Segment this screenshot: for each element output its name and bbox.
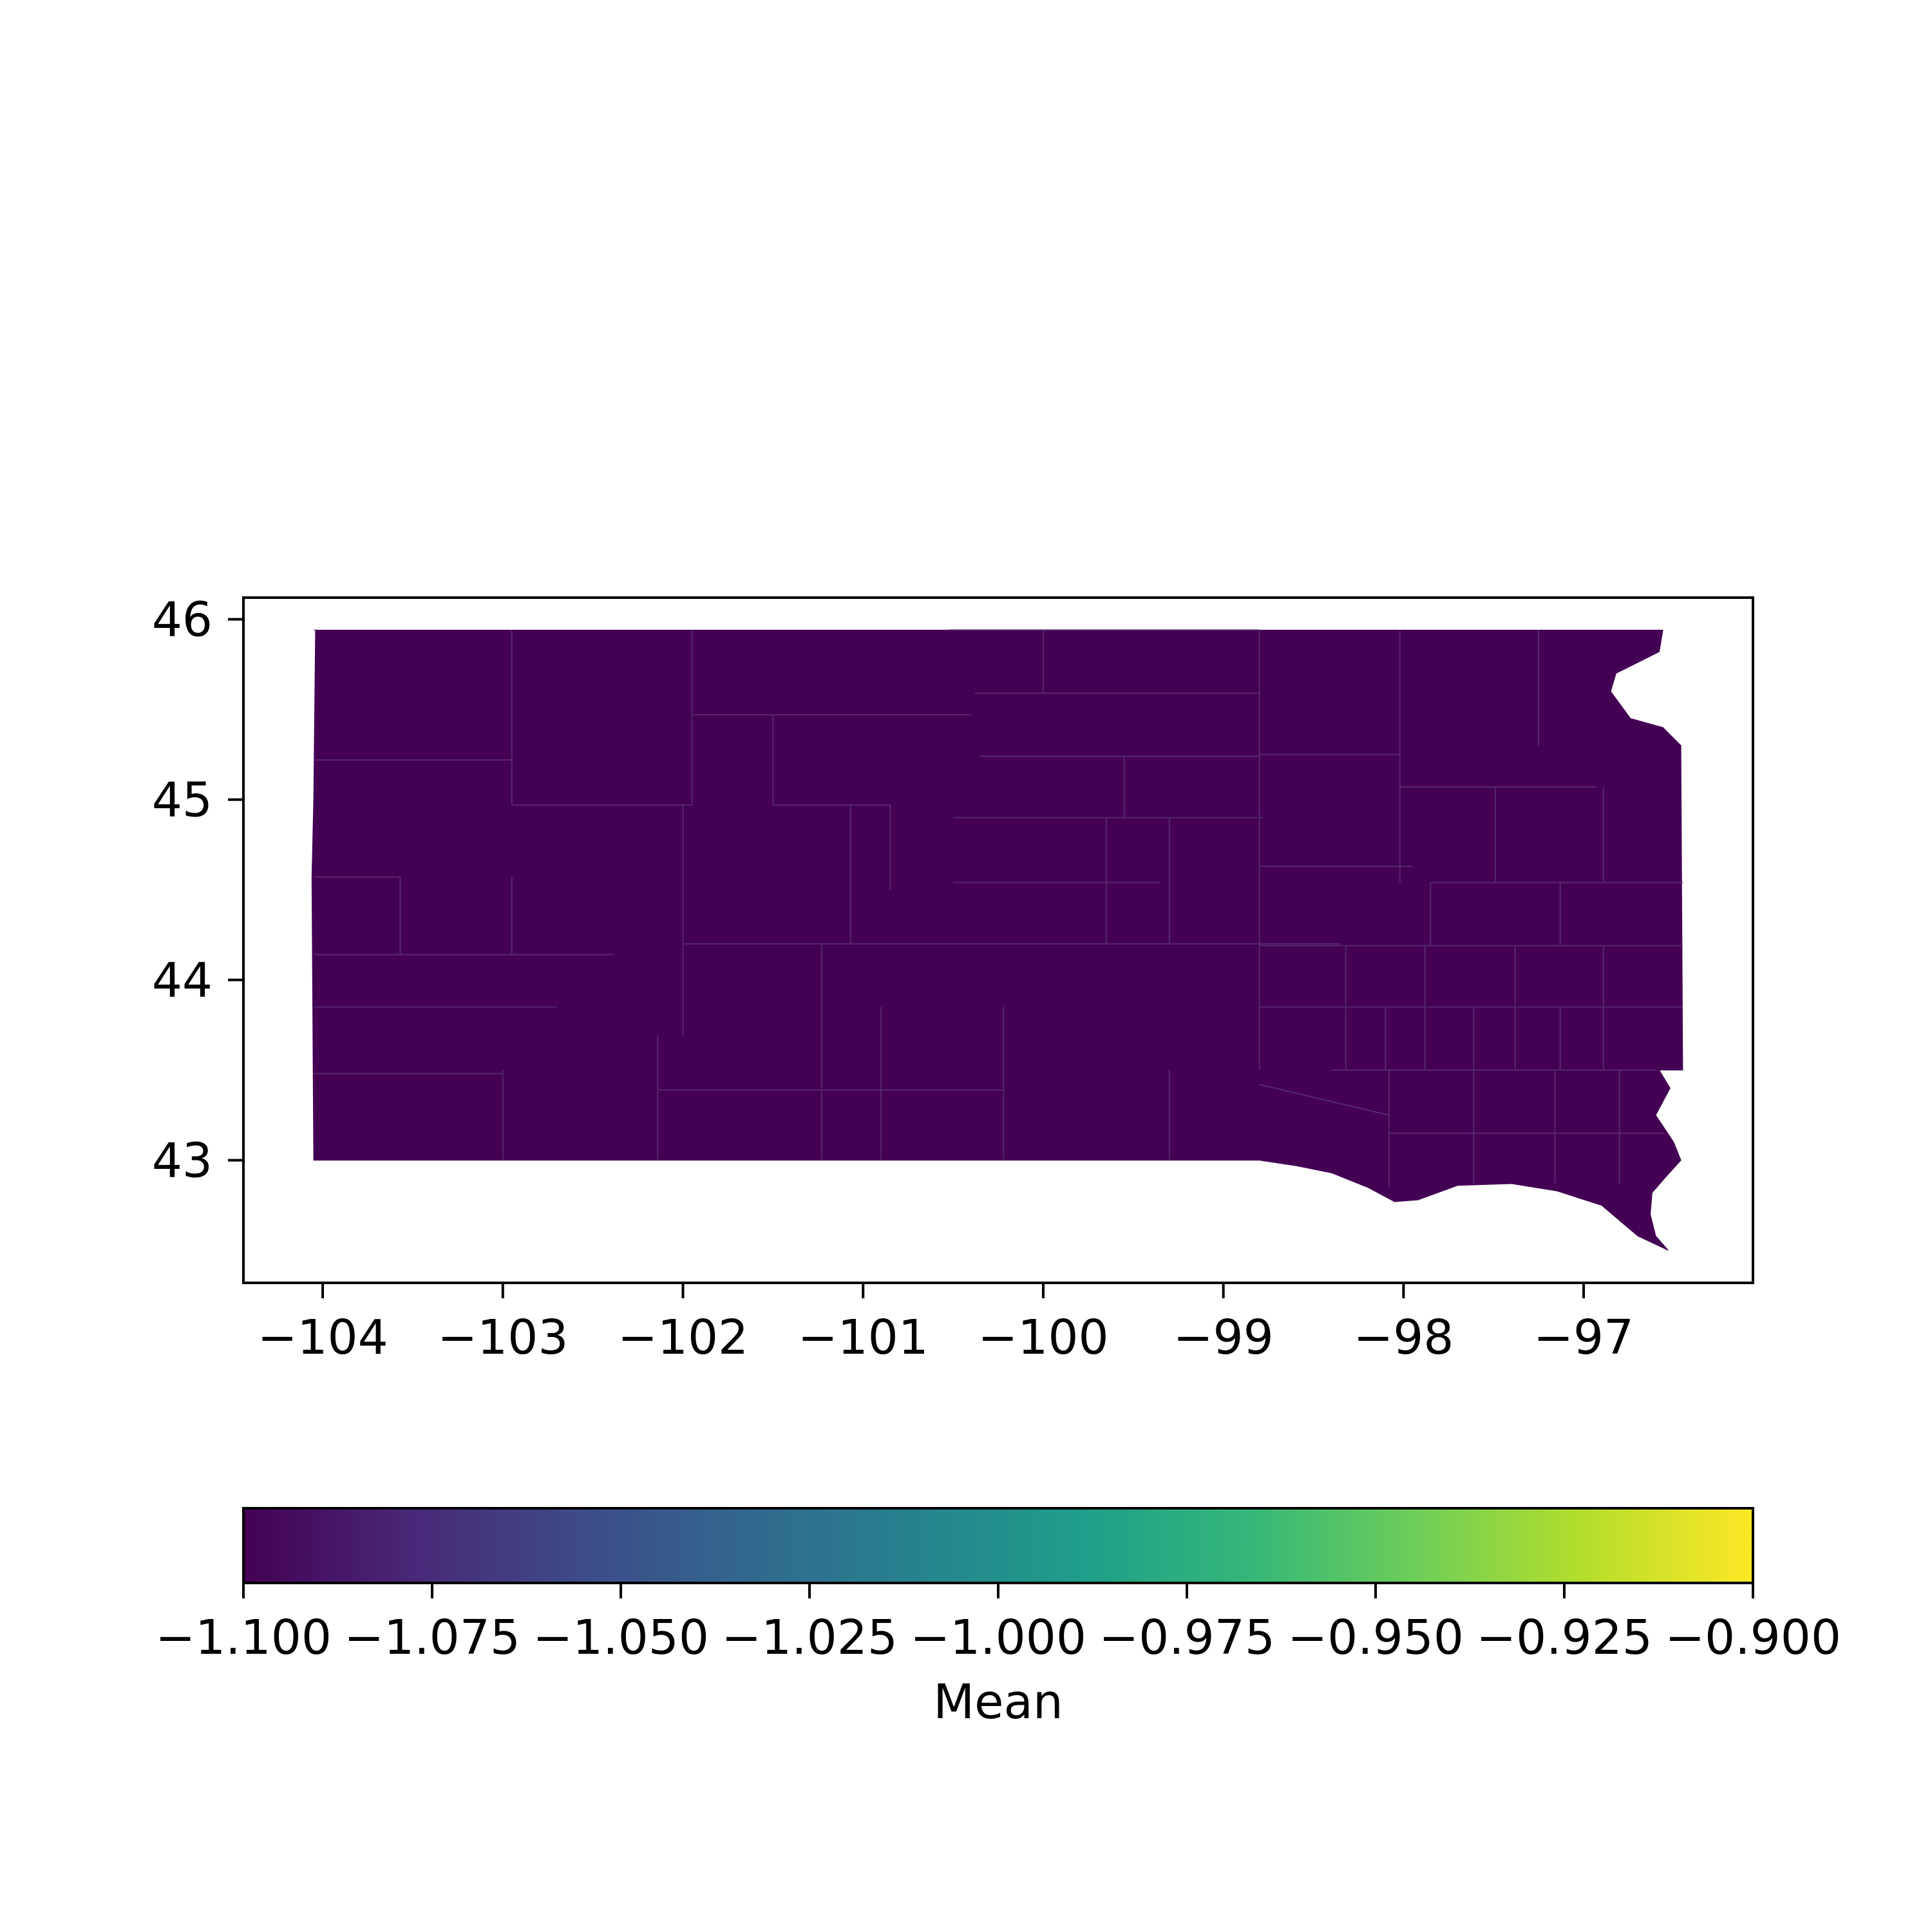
state-layer — [311, 629, 1683, 1251]
y-axis-ticks: 43 44 45 46 — [152, 592, 243, 1189]
y-tick-label: 44 — [152, 953, 213, 1009]
x-tick-label: −103 — [437, 1310, 568, 1365]
x-tick-label: −99 — [1173, 1310, 1274, 1365]
x-tick-label: −104 — [257, 1310, 388, 1365]
y-tick-label: 45 — [152, 773, 213, 828]
colorbar-tick-label: −1.075 — [344, 1610, 520, 1665]
x-tick-label: −100 — [978, 1310, 1108, 1365]
colorbar-gradient — [243, 1508, 1753, 1583]
county-borders — [314, 629, 1683, 1188]
colorbar-tick-label: −0.975 — [1099, 1610, 1275, 1665]
colorbar-tick-label: −1.050 — [533, 1610, 709, 1665]
county-border — [1259, 1084, 1390, 1116]
x-axis-ticks: −104 −103 −102 −101 −100 −99 −98 −97 — [257, 1283, 1634, 1365]
x-tick-label: −97 — [1533, 1310, 1634, 1365]
state-shape-poly — [311, 629, 1683, 1251]
x-tick-label: −102 — [618, 1310, 748, 1365]
colorbar-tick-label: −1.100 — [155, 1610, 332, 1665]
colorbar-tick-label: −0.925 — [1476, 1610, 1653, 1665]
map-frame — [242, 596, 1754, 1284]
colorbar-tick-label: −0.950 — [1287, 1610, 1464, 1665]
y-tick-label: 43 — [152, 1133, 213, 1189]
colorbar-label: Mean — [933, 1674, 1063, 1730]
colorbar-tick-label: −1.000 — [910, 1610, 1086, 1665]
colorbar: −1.100 −1.075 −1.050 −1.025 −1.000 −0.975 −0.9… — [155, 1507, 1841, 1730]
colorbar-tick-label: −0.900 — [1665, 1610, 1841, 1665]
colorbar-ticks: −1.100 −1.075 −1.050 −1.025 −1.000 −0.975 −0.9… — [155, 1583, 1841, 1665]
y-tick-label: 46 — [152, 592, 213, 648]
x-tick-label: −101 — [798, 1310, 929, 1365]
colorbar-tick-label: −1.025 — [721, 1610, 898, 1665]
map-axes: −104 −103 −102 −101 −100 −99 −98 −97 43 44 45 46 — [152, 592, 1754, 1365]
x-tick-label: −98 — [1353, 1310, 1454, 1365]
